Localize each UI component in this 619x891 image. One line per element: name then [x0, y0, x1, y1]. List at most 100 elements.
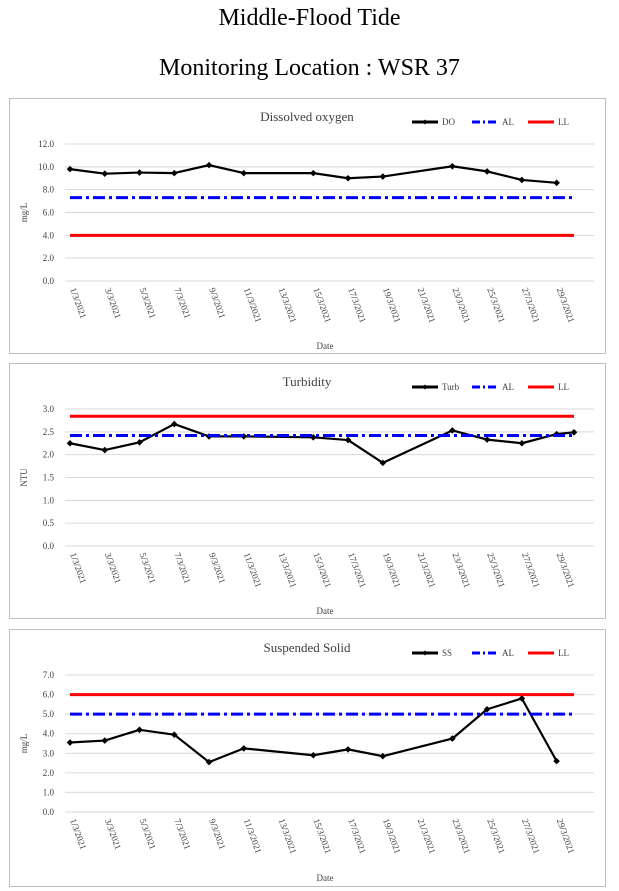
- data-point: [170, 420, 178, 428]
- x-tick-label: 19/3/2021: [381, 286, 403, 324]
- x-tick-label: 3/3/2021: [103, 817, 123, 851]
- x-tick-label: 3/3/2021: [103, 551, 123, 585]
- x-tick-label: 13/3/2021: [277, 286, 299, 324]
- legend-label: AL: [502, 117, 514, 127]
- chart-title: Suspended Solid: [263, 640, 351, 655]
- legend-label: SS: [442, 648, 452, 658]
- x-tick-label: 27/3/2021: [520, 286, 542, 324]
- y-axis-label: mg/L: [19, 203, 29, 223]
- y-tick-label: 2.5: [43, 427, 55, 437]
- x-tick-label: 23/3/2021: [450, 817, 472, 855]
- y-tick-label: 6.0: [43, 208, 55, 218]
- data-point: [66, 439, 74, 447]
- x-tick-label: 25/3/2021: [485, 817, 507, 855]
- x-tick-label: 23/3/2021: [450, 551, 472, 589]
- suspended-solid-chart: Suspended Solid 0.0 1.0 2.0 3.0 4.0 5.0 6.0 7.0 1…: [9, 629, 606, 887]
- legend-label: Turb: [442, 382, 460, 392]
- data-point: [136, 439, 143, 446]
- x-tick-label: 21/3/2021: [416, 551, 438, 589]
- x-tick-label: 7/3/2021: [172, 817, 192, 851]
- data-point: [570, 428, 578, 436]
- data-point: [449, 427, 456, 434]
- y-tick-label: 2.0: [43, 768, 55, 778]
- y-tick-label: 7.0: [43, 670, 55, 680]
- x-tick-label: 9/3/2021: [207, 286, 227, 320]
- x-tick-label: 19/3/2021: [381, 817, 403, 855]
- x-tick-label: 21/3/2021: [416, 817, 438, 855]
- page-subtitle: Monitoring Location : WSR 37: [159, 55, 460, 81]
- x-tick-label: 1/3/2021: [68, 286, 88, 320]
- data-point: [449, 735, 456, 742]
- legend-label: LL: [558, 117, 569, 127]
- x-tick-label: 23/3/2021: [450, 286, 472, 324]
- data-point: [101, 737, 109, 744]
- y-tick-label: 1.0: [43, 495, 55, 505]
- x-tick-label: 3/3/2021: [103, 286, 123, 320]
- turbidity-chart: Turbidity 0.0 0.5 1.0 1.5 2.0 2.5 3.0 1/3/2021 3/…: [9, 363, 606, 619]
- turbidity-chart-svg: Turbidity 0.0 0.5 1.0 1.5 2.0 2.5 3.0 1/3/2021 3/…: [19, 374, 594, 616]
- x-tick-label: 15/3/2021: [311, 551, 333, 589]
- data-point: [205, 161, 213, 169]
- data-point: [310, 751, 317, 759]
- series-line-Turb: [69, 422, 575, 464]
- y-tick-label: 10.0: [38, 162, 54, 172]
- x-tick-label: 7/3/2021: [172, 286, 192, 320]
- suspended-solid-chart-svg: Suspended Solid 0.0 1.0 2.0 3.0 4.0 5.0 6.0 7.0 1…: [19, 640, 594, 883]
- data-point: [310, 169, 317, 177]
- x-tick-label: 29/3/2021: [555, 286, 577, 324]
- y-tick-label: 4.0: [43, 230, 55, 240]
- y-axis-label: NTU: [19, 468, 29, 487]
- data-point: [344, 746, 352, 753]
- data-point: [240, 745, 248, 752]
- y-tick-label: 1.0: [43, 787, 55, 797]
- x-tick-label: 5/3/2021: [138, 551, 158, 585]
- data-point: [240, 169, 248, 177]
- x-axis-label: Date: [317, 873, 334, 883]
- data-point: [553, 179, 560, 187]
- legend-marker: [422, 119, 428, 125]
- chart-title: Turbidity: [283, 374, 332, 389]
- data-point: [66, 739, 74, 746]
- chart-title: Dissolved oxygen: [260, 109, 354, 124]
- x-tick-label: 21/3/2021: [416, 286, 438, 324]
- y-tick-label: 0.0: [43, 807, 55, 817]
- data-point: [553, 757, 560, 765]
- x-tick-label: 27/3/2021: [520, 551, 542, 589]
- data-point: [170, 169, 178, 177]
- page-title: Middle-Flood Tide: [218, 5, 401, 31]
- y-tick-label: 6.0: [43, 690, 55, 700]
- y-tick-label: 2.0: [43, 253, 55, 263]
- x-tick-label: 19/3/2021: [381, 551, 403, 589]
- x-tick-label: 5/3/2021: [138, 817, 158, 851]
- x-tick-label: 13/3/2021: [277, 551, 299, 589]
- y-tick-label: 0.0: [43, 541, 55, 551]
- data-point: [136, 169, 143, 176]
- x-tick-label: 5/3/2021: [138, 286, 158, 320]
- data-point: [101, 170, 109, 177]
- x-tick-label: 1/3/2021: [68, 817, 88, 851]
- data-point: [483, 168, 491, 175]
- x-tick-label: 1/3/2021: [68, 551, 88, 585]
- legend-marker: [422, 650, 428, 656]
- legend-label: DO: [442, 117, 455, 127]
- data-point: [344, 174, 352, 182]
- y-axis-label: mg/L: [19, 734, 29, 754]
- x-axis-label: Date: [317, 606, 334, 616]
- data-point: [66, 165, 74, 173]
- y-tick-label: 1.5: [43, 473, 55, 483]
- x-tick-label: 11/3/2021: [242, 551, 264, 588]
- y-tick-label: 8.0: [43, 185, 55, 195]
- x-axis-label: Date: [317, 341, 334, 351]
- y-tick-label: 0.5: [43, 518, 55, 528]
- y-tick-label: 5.0: [43, 709, 55, 719]
- data-point: [518, 439, 526, 447]
- x-tick-label: 17/3/2021: [346, 817, 368, 855]
- x-tick-label: 25/3/2021: [485, 286, 507, 324]
- y-tick-label: 3.0: [43, 404, 55, 414]
- x-tick-label: 17/3/2021: [346, 551, 368, 589]
- y-tick-label: 2.0: [43, 450, 55, 460]
- data-point: [205, 758, 213, 766]
- x-tick-label: 13/3/2021: [277, 817, 299, 855]
- x-tick-label: 7/3/2021: [172, 551, 192, 585]
- x-tick-label: 9/3/2021: [207, 817, 227, 851]
